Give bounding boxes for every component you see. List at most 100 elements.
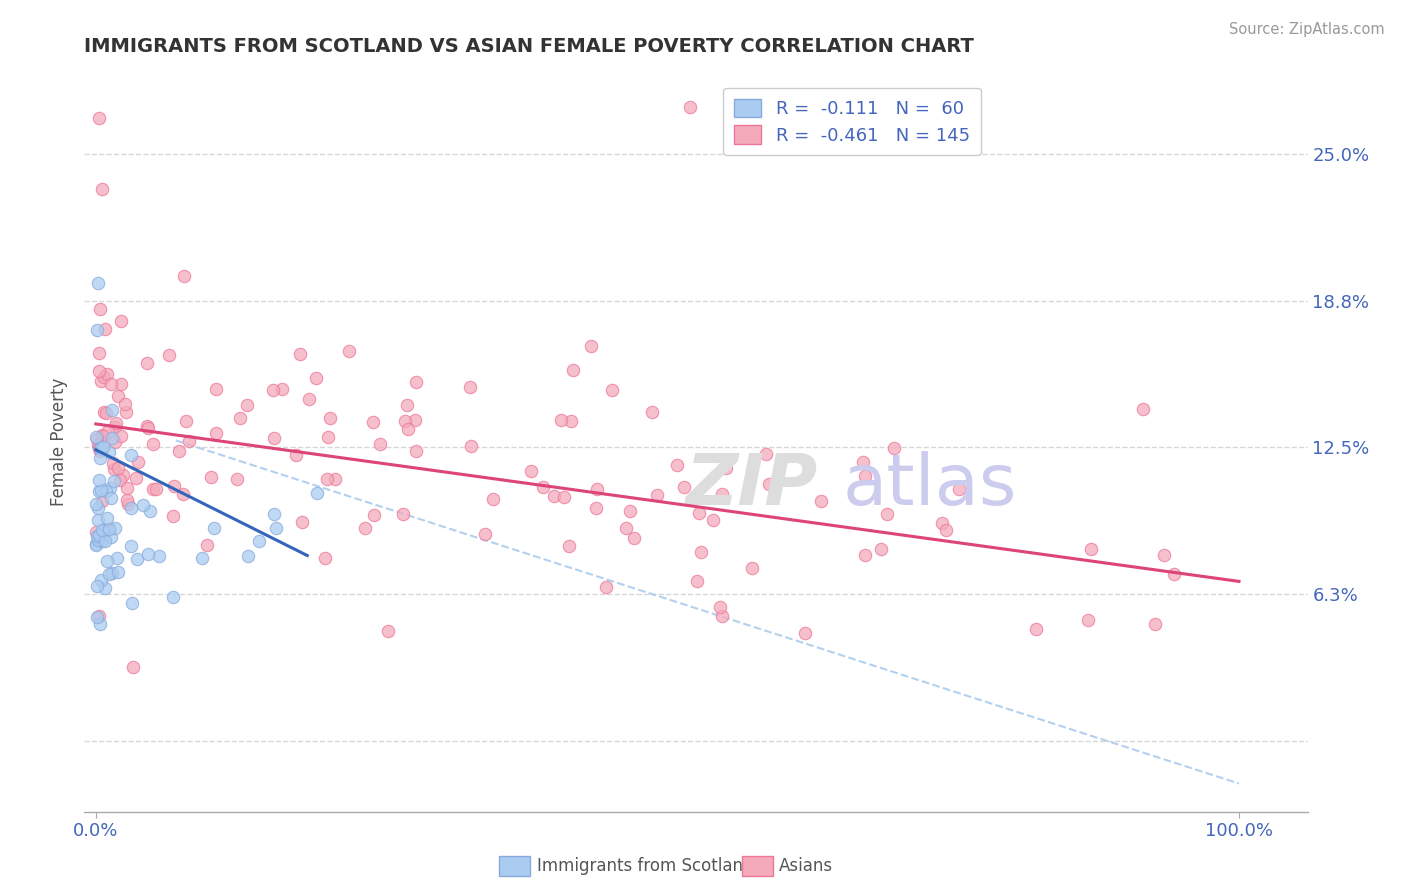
- Point: [238, 549, 260, 563]
- Point: [404, 413, 426, 427]
- Point: [136, 421, 159, 435]
- Point: [876, 507, 898, 521]
- Point: [94, 484, 117, 499]
- Point: [460, 439, 482, 453]
- Point: [96, 554, 118, 568]
- Point: [600, 383, 623, 397]
- Point: [87, 474, 110, 488]
- Point: [120, 448, 142, 462]
- Point: [89, 301, 111, 316]
- Point: [142, 482, 165, 496]
- Point: [162, 508, 184, 523]
- Point: [87, 440, 110, 454]
- Point: [94, 534, 117, 549]
- Point: [810, 493, 832, 508]
- Point: [271, 382, 294, 396]
- Point: [558, 539, 581, 553]
- Point: [298, 392, 321, 406]
- Point: [392, 507, 415, 521]
- Point: [91, 440, 114, 454]
- Point: [679, 100, 702, 114]
- Point: [191, 551, 214, 566]
- Point: [586, 482, 609, 496]
- Point: [93, 405, 115, 419]
- Point: [89, 528, 111, 542]
- Point: [107, 565, 129, 579]
- Point: [323, 472, 346, 486]
- Point: [103, 462, 125, 476]
- Point: [103, 474, 125, 488]
- Point: [87, 533, 110, 547]
- Point: [304, 371, 326, 385]
- Point: [702, 513, 724, 527]
- Point: [98, 445, 121, 459]
- Point: [474, 527, 496, 541]
- Point: [115, 405, 138, 419]
- Text: Immigrants from Scotland: Immigrants from Scotland: [537, 857, 754, 875]
- Point: [395, 398, 418, 412]
- Point: [132, 498, 155, 512]
- Point: [93, 370, 115, 384]
- Point: [711, 486, 734, 500]
- Text: atlas: atlas: [842, 451, 1017, 520]
- Point: [1132, 401, 1154, 416]
- Point: [673, 480, 696, 494]
- Text: Asians: Asians: [779, 857, 832, 875]
- Point: [195, 538, 218, 552]
- Point: [853, 469, 876, 483]
- Point: [90, 374, 112, 388]
- Point: [94, 321, 117, 335]
- Point: [84, 430, 107, 444]
- Point: [127, 455, 149, 469]
- Point: [86, 579, 108, 593]
- Point: [90, 441, 112, 455]
- Point: [90, 523, 112, 537]
- Point: [89, 609, 111, 624]
- Point: [157, 348, 180, 362]
- Point: [90, 182, 112, 196]
- Point: [110, 473, 132, 487]
- Point: [100, 491, 122, 505]
- Point: [531, 480, 554, 494]
- Point: [125, 471, 148, 485]
- Point: [935, 523, 957, 537]
- Point: [640, 405, 662, 419]
- Point: [1143, 616, 1166, 631]
- Point: [665, 458, 688, 472]
- Point: [103, 420, 125, 434]
- Point: [855, 548, 877, 562]
- Point: [179, 434, 201, 448]
- Point: [138, 504, 160, 518]
- Point: [90, 428, 112, 442]
- Point: [84, 537, 107, 551]
- Point: [163, 479, 186, 493]
- Point: [87, 438, 110, 452]
- Point: [115, 481, 138, 495]
- Point: [264, 521, 287, 535]
- Point: [686, 574, 709, 588]
- Point: [202, 521, 225, 535]
- Point: [100, 529, 122, 543]
- Point: [86, 323, 108, 337]
- Point: [711, 608, 734, 623]
- Point: [90, 483, 112, 498]
- Point: [852, 455, 875, 469]
- Point: [120, 539, 142, 553]
- Point: [398, 422, 420, 436]
- Point: [1080, 541, 1102, 556]
- Point: [96, 511, 118, 525]
- Point: [755, 447, 778, 461]
- Y-axis label: Female Poverty: Female Poverty: [51, 377, 69, 506]
- Point: [96, 367, 118, 381]
- Point: [458, 379, 481, 393]
- Point: [647, 488, 669, 502]
- Point: [86, 432, 108, 446]
- Point: [307, 486, 329, 500]
- Point: [361, 415, 384, 429]
- Point: [758, 476, 780, 491]
- Point: [84, 524, 107, 539]
- Point: [714, 461, 737, 475]
- Point: [553, 490, 575, 504]
- Point: [205, 382, 228, 396]
- Point: [120, 501, 142, 516]
